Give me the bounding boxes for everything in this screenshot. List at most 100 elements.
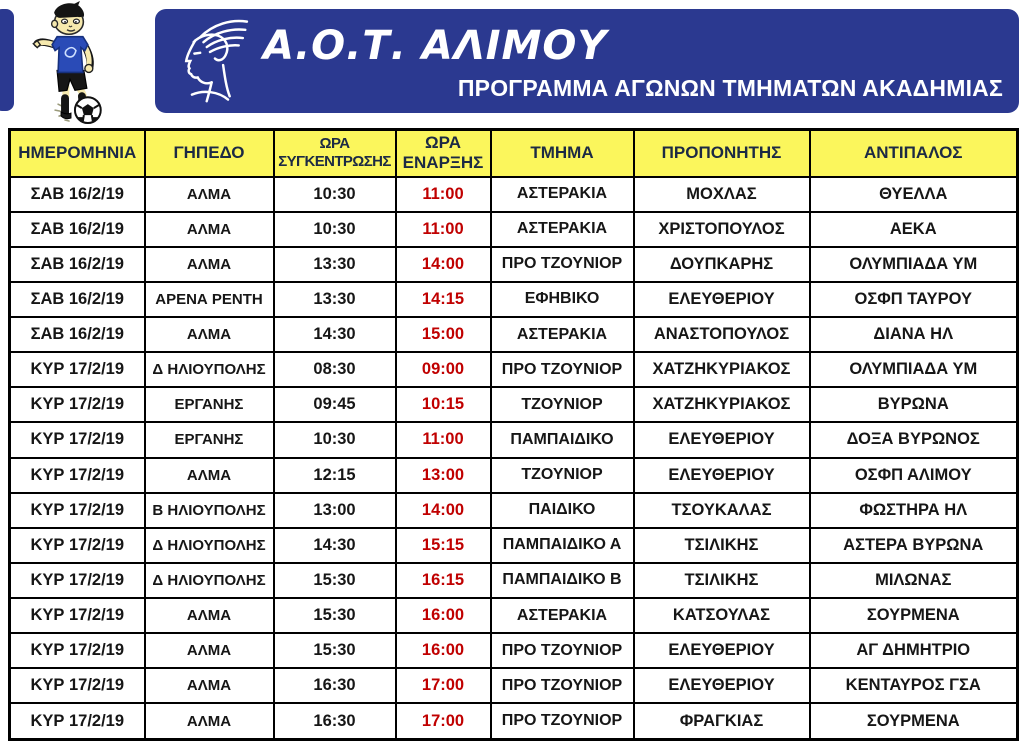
cell-opponent: ΑΓ ΔΗΜΗΤΡΙΟ [808,632,1019,670]
cell-team: ΠΡΟ ΤΖΟΥΝΙΟΡ [489,667,635,705]
cell-date: ΚΥΡ 17/2/19 [8,561,146,600]
cell-date: ΚΥΡ 17/2/19 [8,667,146,705]
cell-venue: ΑΛΜΑ [143,596,275,635]
cell-start-time: 16:15 [394,561,492,600]
header-row: ΗΜΕΡΟΜΗΝΙΑ ΓΗΠΕΔΟ ΩΡΑ ΣΥΓΚΕΝΤΡΩΣΗΣ ΩΡΑ Ε… [8,128,1019,178]
cell-date: ΣΑΒ 16/2/19 [8,210,146,248]
cell-coach: ΑΝΑΣΤΟΠΟΥΛΟΣ [632,315,811,354]
cell-venue: ΑΛΜΑ [143,210,275,248]
table-row: ΚΥΡ 17/2/19 ΑΛΜΑ 12:15 13:00 ΤΖΟΥΝΙΟΡ ΕΛ… [8,456,1019,494]
cell-meet-time: 10:30 [272,175,397,213]
title-banner: Α.Ο.Τ. ΑΛΙΜΟΥ ΠΡΟΓΡΑΜΜΑ ΑΓΩΝΩΝ ΤΜΗΜΑΤΩΝ … [155,9,1019,113]
cell-coach: ΧΑΤΖΗΚΥΡΙΑΚΟΣ [632,386,811,424]
cell-venue: ΑΛΜΑ [143,632,275,670]
cell-coach: ΕΛΕΥΘΕΡΙΟΥ [632,456,811,494]
cell-date: ΣΑΒ 16/2/19 [8,175,146,213]
cell-coach: ΧΑΤΖΗΚΥΡΙΑΚΟΣ [632,351,811,389]
cell-team: ΑΣΤΕΡΑΚΙΑ [489,315,635,354]
cell-date: ΚΥΡ 17/2/19 [8,421,146,459]
table-row: ΣΑΒ 16/2/19 ΑΛΜΑ 10:30 11:00 ΑΣΤΕΡΑΚΙΑ Μ… [8,175,1019,213]
cell-team: ΠΡΟ ΤΖΟΥΝΙΟΡ [489,702,635,741]
cell-venue: ΑΛΜΑ [143,175,275,213]
cell-start-time: 09:00 [394,351,492,389]
club-name-title: Α.Ο.Τ. ΑΛΙΜΟΥ [263,23,608,69]
cell-meet-time: 14:30 [272,526,397,564]
cell-start-time: 11:00 [394,210,492,248]
cell-date: ΚΥΡ 17/2/19 [8,456,146,494]
cell-coach: ΕΛΕΥΘΕΡΙΟΥ [632,280,811,319]
cell-team: ΠΡΟ ΤΖΟΥΝΙΟΡ [489,245,635,283]
cell-opponent: ΚΕΝΤΑΥΡΟΣ ΓΣΑ [808,667,1019,705]
cell-coach: ΜΟΧΛΑΣ [632,175,811,213]
cell-meet-time: 14:30 [272,315,397,354]
col-header-coach: ΠΡΟΠΟΝΗΤΗΣ [632,128,811,178]
cell-date: ΣΑΒ 16/2/19 [8,245,146,283]
cell-coach: ΕΛΕΥΘΕΡΙΟΥ [632,421,811,459]
cell-start-time: 17:00 [394,667,492,705]
cell-venue: Δ ΗΛΙΟΥΠΟΛΗΣ [143,526,275,564]
cell-opponent: ΟΣΦΠ ΤΑΥΡΟΥ [808,280,1019,319]
matches-schedule-table: ΗΜΕΡΟΜΗΝΙΑ ΓΗΠΕΔΟ ΩΡΑ ΣΥΓΚΕΝΤΡΩΣΗΣ ΩΡΑ Ε… [8,128,1019,741]
cell-date: ΚΥΡ 17/2/19 [8,386,146,424]
cell-meet-time: 08:30 [272,351,397,389]
cell-team: ΤΖΟΥΝΙΟΡ [489,456,635,494]
cell-opponent: ΣΟΥΡΜΕΝΑ [808,596,1019,635]
table-row: ΚΥΡ 17/2/19 Β ΗΛΙΟΥΠΟΛΗΣ 13:00 14:00 ΠΑΙ… [8,491,1019,529]
cell-opponent: ΑΣΤΕΡΑ ΒΥΡΩΝΑ [808,526,1019,564]
table-row: ΚΥΡ 17/2/19 ΑΛΜΑ 16:30 17:00 ΠΡΟ ΤΖΟΥΝΙΟ… [8,702,1019,741]
cell-coach: ΔΟΥΠΚΑΡΗΣ [632,245,811,283]
cell-opponent: ΒΥΡΩΝΑ [808,386,1019,424]
col-header-opponent: ΑΝΤΙΠΑΛΟΣ [808,128,1019,178]
cell-opponent: ΣΟΥΡΜΕΝΑ [808,702,1019,741]
left-edge-blue-tab [0,9,14,111]
cell-meet-time: 16:30 [272,702,397,741]
table-row: ΚΥΡ 17/2/19 Δ ΗΛΙΟΥΠΟΛΗΣ 15:30 16:15 ΠΑΜ… [8,561,1019,600]
cell-start-time: 16:00 [394,596,492,635]
cell-start-time: 13:00 [394,456,492,494]
cell-start-time: 14:15 [394,280,492,319]
cell-meet-time: 09:45 [272,386,397,424]
table-row: ΚΥΡ 17/2/19 ΕΡΓΑΝΗΣ 09:45 10:15 ΤΖΟΥΝΙΟΡ… [8,386,1019,424]
table-row: ΚΥΡ 17/2/19 ΑΛΜΑ 16:30 17:00 ΠΡΟ ΤΖΟΥΝΙΟ… [8,667,1019,705]
schedule-body: ΣΑΒ 16/2/19 ΑΛΜΑ 10:30 11:00 ΑΣΤΕΡΑΚΙΑ Μ… [8,175,1019,741]
cell-coach: ΚΑΤΣΟΥΛΑΣ [632,596,811,635]
cell-team: ΠΑΜΠΑΙΔΙΚΟ [489,421,635,459]
table-row: ΚΥΡ 17/2/19 Δ ΗΛΙΟΥΠΟΛΗΣ 14:30 15:15 ΠΑΜ… [8,526,1019,564]
cell-start-time: 15:00 [394,315,492,354]
cell-opponent: ΔΙΑΝΑ ΗΛ [808,315,1019,354]
cell-venue: ΑΛΜΑ [143,456,275,494]
cell-date: ΣΑΒ 16/2/19 [8,315,146,354]
cell-start-time: 10:15 [394,386,492,424]
table-row: ΚΥΡ 17/2/19 ΑΛΜΑ 15:30 16:00 ΠΡΟ ΤΖΟΥΝΙΟ… [8,632,1019,670]
cell-coach: ΤΣΙΛΙΚΗΣ [632,561,811,600]
cell-venue: Β ΗΛΙΟΥΠΟΛΗΣ [143,491,275,529]
cell-coach: ΕΛΕΥΘΕΡΙΟΥ [632,667,811,705]
cell-start-time: 11:00 [394,175,492,213]
cell-opponent: ΟΛΥΜΠΙΑΔΑ ΥΜ [808,351,1019,389]
cell-venue: ΕΡΓΑΝΗΣ [143,386,275,424]
cell-meet-time: 10:30 [272,421,397,459]
cell-venue: ΑΛΜΑ [143,702,275,741]
cell-date: ΚΥΡ 17/2/19 [8,632,146,670]
cell-start-time: 14:00 [394,245,492,283]
cell-opponent: ΟΣΦΠ ΑΛΙΜΟΥ [808,456,1019,494]
cell-team: ΠΑΜΠΑΙΔΙΚΟ Α [489,526,635,564]
hermes-head-logo [184,19,249,103]
cell-start-time: 17:00 [394,702,492,741]
table-row: ΣΑΒ 16/2/19 ΑΡΕΝΑ ΡΕΝΤΗ 13:30 14:15 ΕΦΗΒ… [8,280,1019,319]
cell-venue: ΑΡΕΝΑ ΡΕΝΤΗ [143,280,275,319]
table-row: ΚΥΡ 17/2/19 ΑΛΜΑ 15:30 16:00 ΑΣΤΕΡΑΚΙΑ Κ… [8,596,1019,635]
cell-coach: ΦΡΑΓΚΙΑΣ [632,702,811,741]
cell-opponent: ΟΛΥΜΠΙΑΔΑ ΥΜ [808,245,1019,283]
cell-coach: ΕΛΕΥΘΕΡΙΟΥ [632,632,811,670]
table-row: ΚΥΡ 17/2/19 ΕΡΓΑΝΗΣ 10:30 11:00 ΠΑΜΠΑΙΔΙ… [8,421,1019,459]
cell-opponent: ΜΙΛΩΝΑΣ [808,561,1019,600]
schedule-table-container: ΗΜΕΡΟΜΗΝΙΑ ΓΗΠΕΔΟ ΩΡΑ ΣΥΓΚΕΝΤΡΩΣΗΣ ΩΡΑ Ε… [8,128,1019,741]
boy-kicking-football-illustration [32,1,102,125]
program-subtitle: ΠΡΟΓΡΑΜΜΑ ΑΓΩΝΩΝ ΤΜΗΜΑΤΩΝ ΑΚΑΔΗΜΙΑΣ [457,75,1003,101]
cell-meet-time: 16:30 [272,667,397,705]
table-row: ΣΑΒ 16/2/19 ΑΛΜΑ 13:30 14:00 ΠΡΟ ΤΖΟΥΝΙΟ… [8,245,1019,283]
cell-venue: Δ ΗΛΙΟΥΠΟΛΗΣ [143,561,275,600]
cell-opponent: ΔΟΞΑ ΒΥΡΩΝΟΣ [808,421,1019,459]
cell-team: ΠΑΜΠΑΙΔΙΚΟ Β [489,561,635,600]
